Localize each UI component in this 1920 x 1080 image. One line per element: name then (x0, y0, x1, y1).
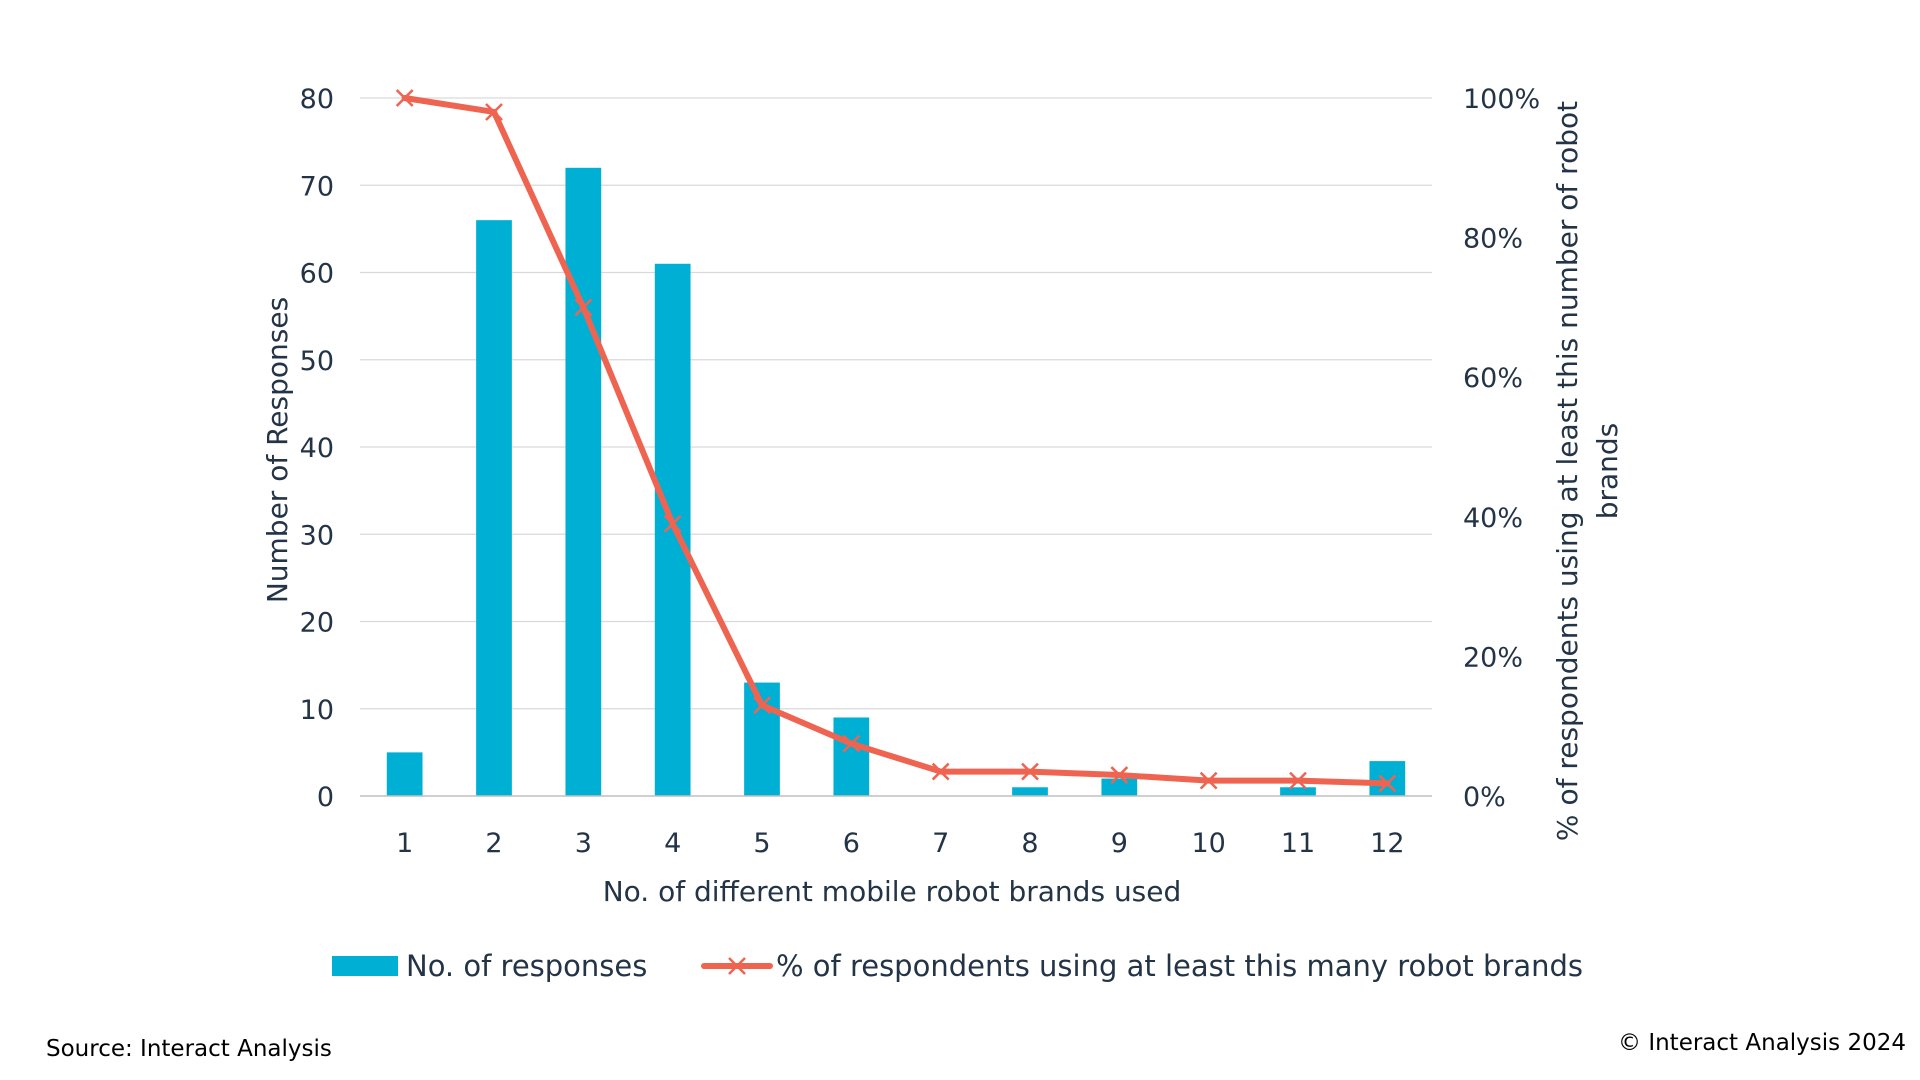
legend-bar-label: No. of responses (406, 949, 647, 983)
line-point (485, 103, 503, 121)
line-point (395, 89, 414, 107)
line-point (1021, 762, 1039, 781)
y-tick-label: 20 (300, 608, 334, 639)
x-tick-label: 6 (843, 828, 860, 859)
legend-line-label: % of respondents using at least this man… (776, 949, 1583, 983)
y-tick-label: 0 (317, 782, 334, 813)
bar (1369, 761, 1406, 796)
line-point (574, 298, 593, 317)
bar (1012, 787, 1048, 796)
line-point (663, 514, 682, 533)
y2-tick-label: 40% (1463, 503, 1523, 534)
y2-tick-label: 60% (1463, 363, 1523, 394)
bar (1101, 778, 1138, 796)
bar (1280, 787, 1316, 796)
bar (833, 717, 870, 796)
y-tick-label: 40 (300, 433, 334, 464)
line-point (1289, 771, 1307, 790)
y2-tick-label: 20% (1463, 642, 1523, 673)
x-tick-label: 4 (664, 828, 681, 859)
x-tick-label: 11 (1281, 828, 1315, 859)
right-axis-ticks: 0% 20% 40% 60% 80% 100% (1463, 84, 1540, 813)
y-tick-label: 60 (300, 259, 334, 290)
legend-x-marker (728, 957, 746, 975)
line-series (395, 89, 1397, 793)
y-tick-label: 50 (300, 346, 334, 377)
bar-series (386, 167, 1406, 797)
y2-tick-label: 0% (1463, 782, 1506, 813)
x-axis-title: No. of different mobile robot brands use… (603, 875, 1182, 908)
x-tick-label: 10 (1191, 828, 1225, 859)
series-line (401, 95, 1391, 787)
bar (565, 167, 602, 797)
x-tick-label: 7 (932, 828, 949, 859)
line-point (1199, 771, 1218, 790)
y-axis-title: Number of Responses (261, 297, 294, 603)
x-axis-ticks: 1 2 3 4 5 6 7 8 9 10 11 12 (396, 828, 1404, 859)
y-tick-label: 80 (300, 84, 334, 115)
y2-tick-label: 80% (1463, 224, 1523, 255)
x-tick-label: 8 (1021, 828, 1038, 859)
x-tick-label: 2 (485, 828, 502, 859)
x-tick-label: 1 (396, 828, 413, 859)
line-point (842, 734, 861, 753)
bar (386, 752, 423, 796)
x-tick-label: 5 (753, 828, 770, 859)
line-point (931, 762, 950, 781)
x-tick-label: 12 (1370, 828, 1404, 859)
x-tick-label: 9 (1111, 828, 1128, 859)
gridlines (360, 97, 1432, 710)
left-axis-ticks: 0 10 20 30 40 50 60 70 80 (300, 84, 334, 813)
copyright-note: © Interact Analysis 2024 (1618, 1030, 1906, 1056)
y2-axis-title: % of respondents using at least this num… (1551, 101, 1624, 841)
line-point (1378, 774, 1397, 793)
bar (476, 220, 512, 796)
line-point (753, 696, 771, 715)
legend: No. of responses % of respondents using … (332, 949, 1583, 983)
legend-bar-swatch (332, 956, 398, 976)
source-note: Source: Interact Analysis (46, 1036, 332, 1062)
y-tick-label: 10 (300, 695, 334, 726)
line-point (1110, 766, 1129, 784)
x-tick-label: 3 (575, 828, 592, 859)
y-tick-label: 30 (300, 520, 334, 551)
y2-tick-label: 100% (1463, 84, 1540, 115)
y-tick-label: 70 (300, 171, 334, 202)
legend-line-marker (728, 957, 746, 975)
